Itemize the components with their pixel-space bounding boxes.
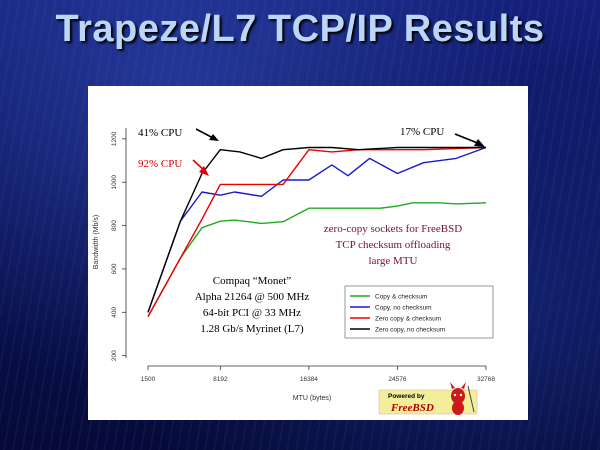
logo-freebsd-text: FreeBSD bbox=[390, 402, 434, 414]
features-line-1: zero-copy sockets for FreeBSD bbox=[324, 223, 462, 235]
system-line-4: 1.28 Gb/s Myrinet (L7) bbox=[200, 323, 304, 335]
y-ticks: 200 400 600 800 1000 1200 bbox=[111, 131, 126, 361]
series-line-zero-copy-checksum bbox=[147, 146, 487, 317]
legend: Copy & checksum Copy, no checksum Zero cop… bbox=[344, 285, 494, 339]
series-line-copy-checksum bbox=[147, 202, 487, 317]
x-ticks: 1500 8192 16384 24576 32768 bbox=[141, 366, 495, 383]
legend-label: Copy & checksum bbox=[375, 294, 427, 301]
arrowhead-92-cpu bbox=[199, 166, 209, 176]
y-tick-label: 400 bbox=[111, 306, 118, 317]
series-line-copy-no-checksum bbox=[147, 146, 487, 313]
freebsd-logo: Powered by FreeBSD bbox=[378, 382, 478, 415]
y-tick-label: 800 bbox=[111, 220, 118, 231]
annotation-17-cpu: 17% CPU bbox=[400, 126, 444, 138]
x-tick-label: 1500 bbox=[141, 376, 156, 383]
slide-title: Trapeze/L7 TCP/IP Results bbox=[55, 8, 545, 50]
system-line-2: Alpha 21264 @ 500 MHz bbox=[195, 291, 310, 303]
features-line-3: large MTU bbox=[369, 255, 418, 267]
y-tick-label: 1000 bbox=[111, 175, 118, 190]
logo-powered-by: Powered by bbox=[388, 393, 425, 400]
bandwidth-chart: 200 400 600 800 1000 1200 1500 8192 16384 24576 3… bbox=[93, 126, 495, 415]
legend-label: Zero copy, no checksum bbox=[375, 327, 445, 334]
features-annotation: zero-copy sockets for FreeBSD TCP checks… bbox=[324, 223, 462, 267]
annotation-92-cpu: 92% CPU bbox=[138, 158, 182, 170]
arrowhead-17-cpu bbox=[474, 139, 485, 147]
x-tick-label: 24576 bbox=[388, 376, 406, 383]
y-axis-label: Bandwidth (Mb/s) bbox=[93, 215, 100, 269]
y-tick-label: 600 bbox=[111, 263, 118, 274]
annotation-41-cpu: 41% CPU bbox=[138, 127, 182, 139]
chart-panel: 200 400 600 800 1000 1200 1500 8192 16384 24576 3… bbox=[88, 86, 528, 420]
legend-label: Zero copy & checksum bbox=[375, 316, 441, 323]
features-line-2: TCP checksum offloading bbox=[336, 239, 451, 251]
system-line-1: Compaq “Monet” bbox=[213, 275, 292, 287]
legend-label: Copy, no checksum bbox=[375, 305, 432, 312]
x-tick-label: 8192 bbox=[213, 376, 228, 383]
daemon-icon bbox=[450, 382, 475, 415]
system-line-3: 64-bit PCI @ 33 MHz bbox=[203, 307, 301, 319]
x-tick-label: 32768 bbox=[477, 376, 495, 383]
system-annotation: Compaq “Monet” Alpha 21264 @ 500 MHz 64-… bbox=[195, 275, 310, 335]
arrowhead-41-cpu bbox=[209, 134, 219, 141]
y-tick-label: 1200 bbox=[111, 131, 118, 146]
x-tick-label: 16384 bbox=[300, 376, 318, 383]
x-axis-label: MTU (bytes) bbox=[293, 395, 332, 402]
arrow-17-cpu bbox=[454, 133, 481, 145]
y-tick-label: 200 bbox=[111, 350, 118, 361]
